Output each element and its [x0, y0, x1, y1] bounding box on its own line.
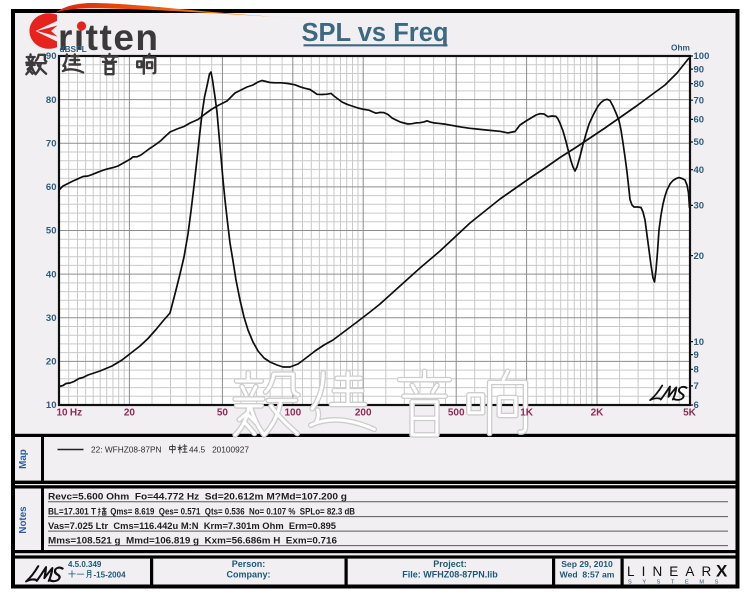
svg-text:20: 20 [124, 408, 136, 419]
svg-text:Revc=5.600 Ohm Fo=44.772 Hz: Revc=5.600 Ohm Fo=44.772 Hz Sd=20.612m M… [48, 492, 347, 502]
svg-text:6: 6 [694, 400, 699, 411]
svg-text:7: 7 [694, 381, 699, 392]
svg-text:1K: 1K [520, 408, 534, 419]
svg-text:Map: Map [18, 449, 29, 469]
svg-text:100: 100 [694, 51, 710, 62]
svg-text:60: 60 [46, 182, 57, 193]
svg-text:2K: 2K [591, 408, 605, 419]
svg-text:Person:: Person: [232, 559, 266, 569]
svg-text:dBSPL: dBSPL [60, 44, 87, 54]
svg-text:30: 30 [694, 201, 705, 212]
svg-text:X: X [716, 562, 728, 581]
svg-text:10: 10 [46, 400, 57, 411]
svg-text:SPL vs Freq: SPL vs Freq [302, 19, 449, 47]
svg-text:5K: 5K [683, 408, 697, 419]
svg-text:500: 500 [448, 408, 465, 419]
svg-text:-15-2004: -15-2004 [94, 570, 127, 579]
svg-text:Notes: Notes [18, 506, 29, 534]
svg-text:BL=17.301 T: BL=17.301 T [48, 506, 96, 516]
svg-text:Sep 29, 2010: Sep 29, 2010 [561, 559, 613, 569]
svg-text:Project:: Project: [433, 559, 467, 569]
svg-text:rıtten: rıtten [58, 17, 160, 58]
svg-text:70: 70 [694, 95, 705, 106]
svg-text:LINEAR: LINEAR [627, 564, 718, 579]
svg-text:8: 8 [694, 365, 699, 376]
svg-text:60: 60 [694, 115, 705, 126]
svg-text:9: 9 [694, 350, 699, 361]
svg-text:10: 10 [694, 337, 705, 348]
svg-text:Vas=7.025 Ltr Cms=116.442u M:: Vas=7.025 Ltr Cms=116.442u M:N Krm=7.301… [48, 521, 336, 531]
svg-text:30: 30 [46, 313, 57, 324]
svg-text:40: 40 [46, 269, 57, 280]
svg-text:10: 10 [56, 408, 68, 419]
svg-text:50: 50 [694, 137, 705, 148]
svg-text:Wed 8:57 am: Wed 8:57 am [560, 569, 615, 579]
svg-text:Ohm: Ohm [671, 43, 690, 53]
svg-text:Qms= 8.619 Qes= 0.571 Qts= 0: Qms= 8.619 Qes= 0.571 Qts= 0.536 No= 0.1… [108, 506, 355, 516]
svg-text:20: 20 [46, 357, 57, 368]
svg-text:40: 40 [694, 165, 705, 176]
svg-text:44.5 20100927: 44.5 20100927 [189, 445, 249, 455]
svg-text:200: 200 [355, 408, 372, 419]
svg-text:90: 90 [46, 51, 57, 62]
svg-text:22: WFHZ08-87PN: 22: WFHZ08-87PN [91, 445, 162, 455]
svg-text:Hz: Hz [70, 408, 82, 419]
svg-text:SYSTEMS: SYSTEMS [628, 580, 729, 586]
svg-text:80: 80 [46, 95, 57, 106]
svg-text:File: WFHZ08-87PN.lib: File: WFHZ08-87PN.lib [402, 569, 498, 579]
svg-text:Company:: Company: [226, 569, 270, 579]
svg-text:100: 100 [284, 408, 301, 419]
svg-text:20: 20 [694, 251, 705, 262]
svg-text:Mms=108.521 g Mmd=106.819 g: Mms=108.521 g Mmd=106.819 g Kxm=56.686m … [48, 535, 337, 545]
svg-text:70: 70 [46, 138, 57, 149]
svg-text:50: 50 [217, 408, 229, 419]
svg-text:50: 50 [46, 226, 57, 237]
svg-text:80: 80 [694, 79, 705, 90]
svg-text:90: 90 [694, 64, 705, 75]
svg-text:4.5.0.349: 4.5.0.349 [68, 560, 102, 569]
